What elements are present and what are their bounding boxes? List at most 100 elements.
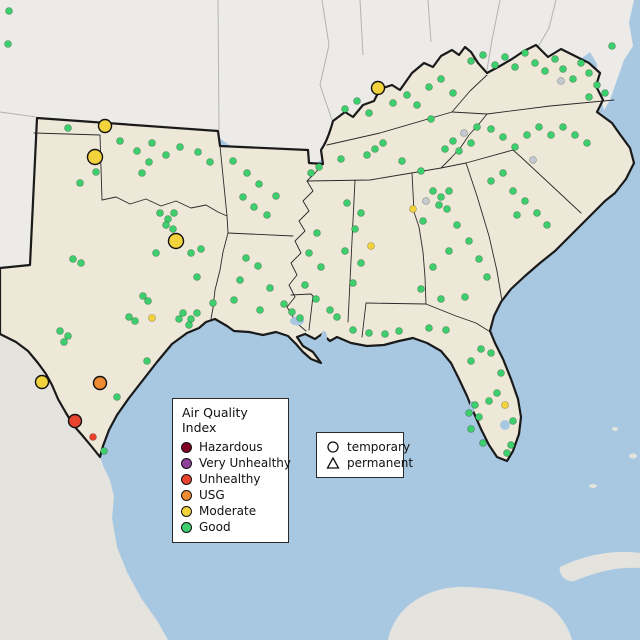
station-marker-good[interactable] xyxy=(425,83,433,91)
station-marker-good[interactable] xyxy=(125,313,133,321)
station-marker-good[interactable] xyxy=(76,179,84,187)
station-marker-good[interactable] xyxy=(77,259,85,267)
station-marker-good[interactable] xyxy=(449,89,457,97)
station-marker-good[interactable] xyxy=(139,292,147,300)
station-marker-good[interactable] xyxy=(305,249,313,257)
station-marker-good[interactable] xyxy=(333,313,341,321)
station-marker-good[interactable] xyxy=(357,259,365,267)
station-marker-good[interactable] xyxy=(185,321,193,329)
station-marker-good[interactable] xyxy=(507,441,515,449)
station-marker-good[interactable] xyxy=(608,42,616,50)
station-marker-good[interactable] xyxy=(242,254,250,262)
station-marker-good[interactable] xyxy=(326,306,334,314)
station-marker-good[interactable] xyxy=(523,131,531,139)
station-marker-good[interactable] xyxy=(531,59,539,67)
station-marker-good[interactable] xyxy=(425,324,433,332)
station-marker-good[interactable] xyxy=(272,192,280,200)
station-marker-good[interactable] xyxy=(169,225,177,233)
station-marker-good[interactable] xyxy=(479,439,487,447)
temporary-station-marker-moderate[interactable] xyxy=(97,118,113,134)
station-marker-good[interactable] xyxy=(467,425,475,433)
station-marker-good[interactable] xyxy=(92,168,100,176)
station-marker-good[interactable] xyxy=(307,169,315,177)
station-marker-good[interactable] xyxy=(413,101,421,109)
station-marker-good[interactable] xyxy=(569,75,577,83)
station-marker-good[interactable] xyxy=(585,69,593,77)
temporary-station-marker-moderate[interactable] xyxy=(167,232,185,250)
station-marker-good[interactable] xyxy=(197,245,205,253)
station-marker-good[interactable] xyxy=(541,67,549,75)
temporary-station-marker-moderate[interactable] xyxy=(86,148,104,166)
temporary-station-marker-moderate[interactable] xyxy=(370,80,386,96)
station-marker-moderate[interactable] xyxy=(409,205,417,213)
station-marker-good[interactable] xyxy=(315,163,323,171)
station-marker-good[interactable] xyxy=(69,255,77,263)
station-marker-good[interactable] xyxy=(143,357,151,365)
station-marker-good[interactable] xyxy=(395,327,403,335)
station-marker-good[interactable] xyxy=(301,281,309,289)
station-marker-good[interactable] xyxy=(467,357,475,365)
station-marker-good[interactable] xyxy=(229,157,237,165)
station-marker-nodata[interactable] xyxy=(557,77,565,85)
station-marker-good[interactable] xyxy=(365,329,373,337)
station-marker-good[interactable] xyxy=(435,201,443,209)
station-marker-good[interactable] xyxy=(483,273,491,281)
station-marker-good[interactable] xyxy=(288,308,296,316)
station-marker-good[interactable] xyxy=(4,40,12,48)
station-marker-good[interactable] xyxy=(442,326,450,334)
station-marker-good[interactable] xyxy=(187,249,195,257)
station-marker-good[interactable] xyxy=(341,247,349,255)
station-marker-good[interactable] xyxy=(487,177,495,185)
station-marker-good[interactable] xyxy=(243,169,251,177)
station-marker-good[interactable] xyxy=(583,139,591,147)
station-marker-good[interactable] xyxy=(509,417,517,425)
station-marker-good[interactable] xyxy=(429,263,437,271)
station-marker-good[interactable] xyxy=(417,167,425,175)
station-marker-good[interactable] xyxy=(499,133,507,141)
station-marker-good[interactable] xyxy=(176,143,184,151)
station-marker-good[interactable] xyxy=(341,105,349,113)
station-marker-good[interactable] xyxy=(461,293,469,301)
station-marker-good[interactable] xyxy=(417,285,425,293)
station-marker-good[interactable] xyxy=(371,145,379,153)
station-marker-good[interactable] xyxy=(280,300,288,308)
station-marker-good[interactable] xyxy=(263,211,271,219)
station-marker-good[interactable] xyxy=(162,221,170,229)
station-marker-good[interactable] xyxy=(144,297,152,305)
station-marker-good[interactable] xyxy=(491,61,499,69)
station-marker-good[interactable] xyxy=(343,199,351,207)
station-marker-good[interactable] xyxy=(475,255,483,263)
station-marker-good[interactable] xyxy=(365,109,373,117)
station-marker-good[interactable] xyxy=(133,147,141,155)
station-marker-good[interactable] xyxy=(403,91,411,99)
station-marker-good[interactable] xyxy=(521,49,529,57)
station-marker-good[interactable] xyxy=(351,225,359,233)
station-marker-good[interactable] xyxy=(503,449,511,457)
station-marker-good[interactable] xyxy=(349,279,357,287)
station-marker-good[interactable] xyxy=(152,249,160,257)
station-marker-good[interactable] xyxy=(353,97,361,105)
station-marker-moderate[interactable] xyxy=(148,314,156,322)
station-marker-good[interactable] xyxy=(479,51,487,59)
station-marker-good[interactable] xyxy=(138,169,146,177)
station-marker-good[interactable] xyxy=(209,299,217,307)
station-marker-good[interactable] xyxy=(513,211,521,219)
station-marker-good[interactable] xyxy=(148,139,156,147)
station-marker-good[interactable] xyxy=(194,148,202,156)
station-marker-good[interactable] xyxy=(493,389,501,397)
station-marker-good[interactable] xyxy=(585,93,593,101)
station-marker-good[interactable] xyxy=(475,413,483,421)
station-marker-unhealthy[interactable] xyxy=(89,433,97,441)
station-marker-good[interactable] xyxy=(170,209,178,217)
station-marker-good[interactable] xyxy=(547,131,555,139)
station-marker-good[interactable] xyxy=(445,247,453,255)
station-marker-good[interactable] xyxy=(511,63,519,71)
station-marker-good[interactable] xyxy=(389,99,397,107)
station-marker-good[interactable] xyxy=(429,187,437,195)
station-marker-nodata[interactable] xyxy=(460,129,468,137)
station-marker-good[interactable] xyxy=(465,237,473,245)
station-marker-good[interactable] xyxy=(559,65,567,73)
station-marker-good[interactable] xyxy=(543,221,551,229)
temporary-station-marker-moderate[interactable] xyxy=(34,374,50,390)
station-marker-good[interactable] xyxy=(437,75,445,83)
